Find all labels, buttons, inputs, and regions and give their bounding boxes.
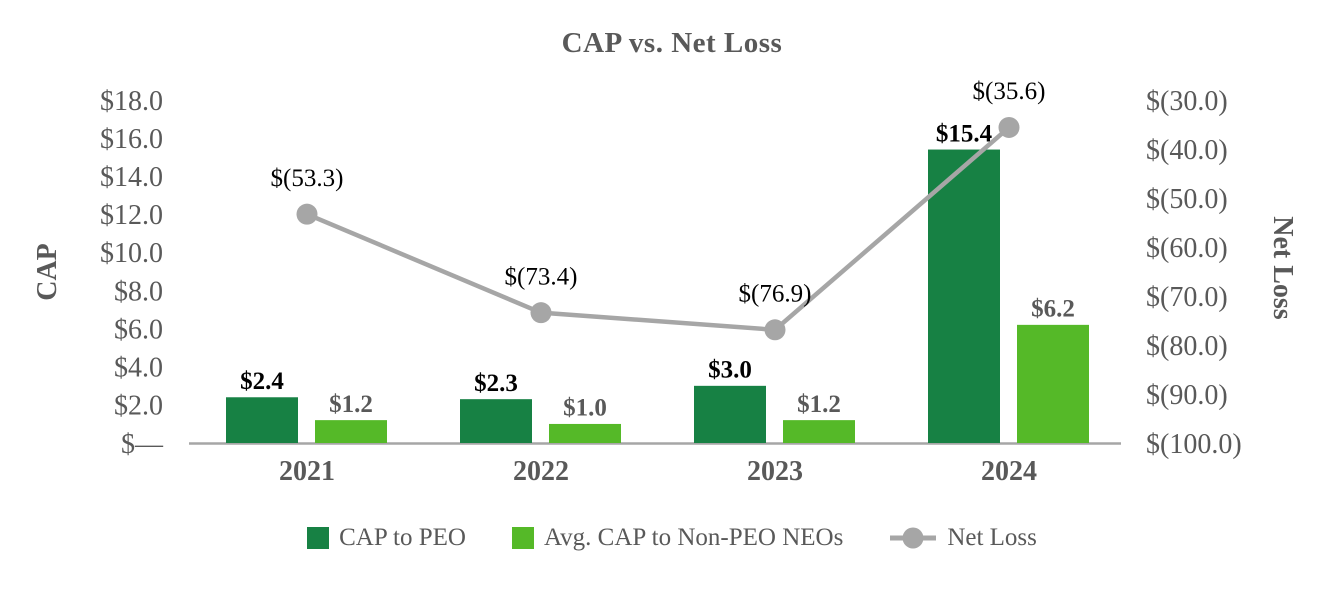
x-axis-label-2022: 2022 (513, 456, 569, 487)
right-axis-tick-7: $(30.0) (1146, 86, 1228, 117)
x-axis-label-2024: 2024 (981, 456, 1037, 487)
bar-value-label-cap-to-peo-2021: $2.4 (240, 368, 284, 395)
left-axis-title: CAP (32, 243, 63, 301)
left-axis-tick-9: $18.0 (100, 86, 163, 117)
left-axis-tick-1: $2.0 (114, 391, 163, 422)
netloss-line (306, 125, 1011, 333)
right-axis-tick-4: $(60.0) (1146, 233, 1228, 264)
bar-value-label-avg-cap-to-non-peo-neos-2022: $1.0 (563, 395, 607, 422)
left-axis-tick-6: $12.0 (100, 200, 163, 231)
bar-cap-to-peo-2022 (460, 399, 532, 443)
x-axis-label-2021: 2021 (279, 456, 335, 487)
legend-swatch-cap-to-peo-icon (307, 527, 330, 549)
legend-swatch-avg-cap-to-non-peo-neos-icon (511, 527, 534, 549)
x-axis-label-2023: 2023 (747, 456, 803, 487)
bar-value-label-avg-cap-to-non-peo-neos-2023: $1.2 (797, 391, 841, 418)
bar-value-label-cap-to-peo-2023: $3.0 (708, 357, 752, 384)
legend-line-marker-icon (890, 527, 937, 549)
bar-avg-cap-to-non-peo-neos-2021 (315, 420, 387, 443)
netloss-value-label-2023: $(76.9) (739, 281, 812, 308)
left-axis-tick-4: $8.0 (114, 276, 163, 307)
left-axis-tick-0: $— (121, 429, 164, 460)
legend-label-avg-cap-to-non-peo-neos: Avg. CAP to Non-PEO NEOs (543, 524, 844, 551)
netloss-marker-2022 (530, 302, 552, 324)
bar-cap-to-peo-2023 (694, 385, 766, 443)
bar-avg-cap-to-non-peo-neos-2024 (1017, 324, 1089, 443)
bar-value-label-avg-cap-to-non-peo-neos-2021: $1.2 (329, 391, 373, 418)
bar-value-label-cap-to-peo-2024: $15.4 (936, 120, 993, 147)
right-axis-tick-3: $(70.0) (1146, 282, 1228, 313)
right-axis-tick-5: $(50.0) (1146, 184, 1228, 215)
right-axis-tick-2: $(80.0) (1146, 331, 1228, 362)
netloss-value-label-2021: $(53.3) (271, 165, 344, 192)
bar-cap-to-peo-2024 (928, 149, 1000, 444)
bar-avg-cap-to-non-peo-neos-2023 (783, 420, 855, 443)
legend-label-net-loss: Net Loss (947, 524, 1037, 551)
bar-value-label-cap-to-peo-2022: $2.3 (474, 370, 518, 397)
left-axis-tick-3: $6.0 (114, 314, 163, 345)
right-axis-tick-6: $(40.0) (1146, 135, 1228, 166)
left-axis-tick-7: $14.0 (100, 162, 163, 193)
bar-value-label-avg-cap-to-non-peo-neos-2024: $6.2 (1031, 296, 1075, 323)
right-axis-title: Net Loss (1267, 216, 1298, 320)
left-axis-tick-5: $10.0 (100, 238, 163, 269)
legend-item-net-loss: Net Loss (889, 524, 1037, 552)
right-axis-tick-0: $(100.0) (1146, 429, 1242, 460)
bar-avg-cap-to-non-peo-neos-2022 (549, 423, 621, 443)
left-axis-tick-8: $16.0 (100, 124, 163, 155)
legend-item-cap-to-peo: CAP to PEO (307, 524, 466, 552)
netloss-marker-2024 (998, 116, 1020, 138)
bar-cap-to-peo-2021 (226, 397, 298, 443)
netloss-value-label-2022: $(73.4) (505, 263, 578, 290)
legend-item-avg-cap-to-non-peo-neos: Avg. CAP to Non-PEO NEOs (511, 524, 844, 552)
netloss-marker-2021 (296, 203, 318, 225)
netloss-marker-2023 (764, 319, 786, 341)
chart-legend: CAP to PEO Avg. CAP to Non-PEO NEOs Net Lo… (0, 524, 1344, 552)
left-axis-tick-2: $4.0 (114, 353, 163, 384)
right-axis-tick-1: $(90.0) (1146, 380, 1228, 411)
legend-label-cap-to-peo: CAP to PEO (339, 524, 466, 551)
netloss-value-label-2024: $(35.6) (973, 78, 1046, 105)
chart-title: CAP vs. Net Loss (561, 27, 783, 59)
